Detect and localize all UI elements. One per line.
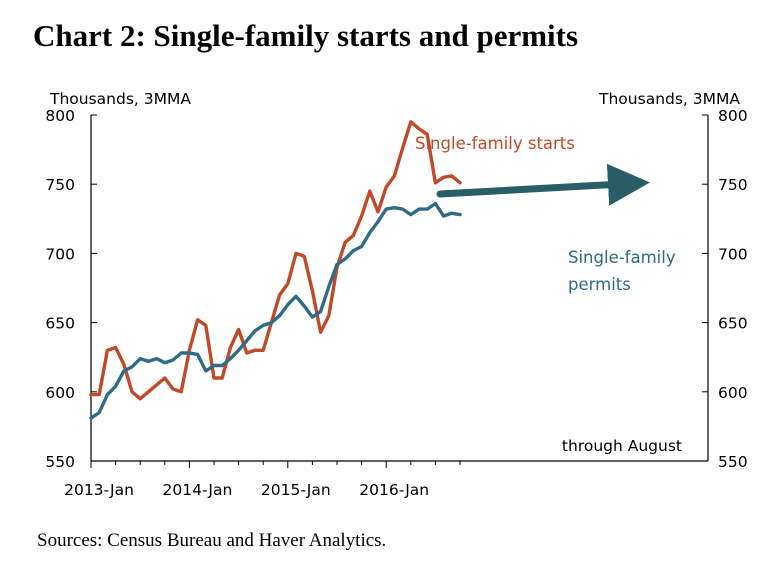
y-tick-label-left: 550 bbox=[45, 453, 75, 471]
annotations: Thousands, 3MMA Thousands, 3MMA Single-fam… bbox=[49, 90, 740, 455]
series-label-permits: permits bbox=[568, 275, 631, 294]
x-tick-label: 2014-Jan bbox=[163, 481, 233, 499]
y-tick-label-left: 750 bbox=[45, 176, 75, 194]
y-tick-label-left: 700 bbox=[45, 245, 75, 263]
y-axis-label-right: Thousands, 3MMA bbox=[598, 90, 740, 108]
trend-arrow bbox=[436, 163, 650, 206]
y-tick-label-left: 800 bbox=[45, 107, 75, 125]
series-line-permits bbox=[89, 201, 462, 420]
source-note: Sources: Census Bureau and Haver Analyti… bbox=[37, 530, 387, 551]
y-tick-label-right: 750 bbox=[718, 176, 748, 194]
y-tick-label-right: 700 bbox=[718, 245, 748, 263]
series-label-starts: Single-family starts bbox=[415, 134, 575, 153]
y-tick-label-right: 550 bbox=[718, 453, 748, 471]
axes: 550 550 600 600 650 650 700 700 750 750 800 800 2013… bbox=[45, 107, 747, 499]
series-line-starts bbox=[89, 120, 462, 401]
x-tick-label: 2016-Jan bbox=[359, 481, 429, 499]
y-tick-label-left: 650 bbox=[45, 315, 75, 333]
x-tick-label: 2013-Jan bbox=[64, 481, 134, 499]
series-lines bbox=[89, 120, 462, 420]
chart-title: Chart 2: Single-family starts and permit… bbox=[33, 18, 579, 53]
y-tick-label-right: 650 bbox=[718, 315, 748, 333]
y-axis-label-left: Thousands, 3MMA bbox=[49, 90, 191, 108]
y-tick-label-right: 800 bbox=[718, 107, 748, 125]
through-august-annotation: through August bbox=[562, 437, 682, 455]
x-tick-label: 2015-Jan bbox=[261, 481, 331, 499]
series-label-permits: Single-family bbox=[568, 248, 676, 267]
y-tick-label-right: 600 bbox=[718, 384, 748, 402]
y-tick-label-left: 600 bbox=[45, 384, 75, 402]
